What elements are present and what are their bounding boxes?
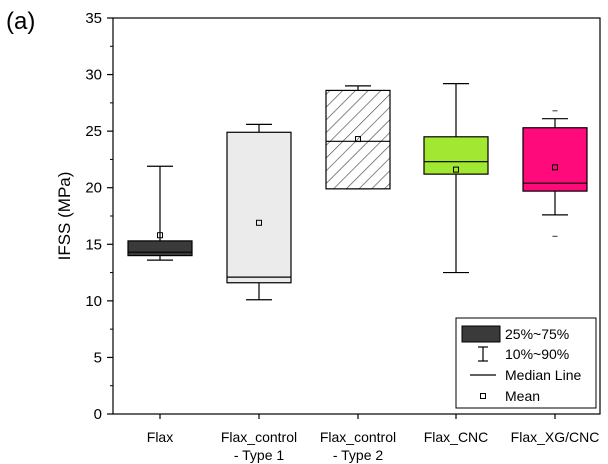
mean-marker	[552, 164, 558, 171]
y-tick-label: 10	[85, 293, 102, 310]
iqr-box	[325, 89, 391, 190]
mean-marker	[355, 136, 361, 143]
legend-box-symbol	[461, 325, 501, 343]
x-tick-label: Flax_control	[221, 429, 297, 445]
y-tick-label: 0	[94, 406, 102, 423]
iqr-box	[127, 240, 193, 257]
mean-marker	[453, 166, 459, 173]
x-tick-label: Flax_CNC	[424, 429, 489, 445]
legend-label: 10%~90%	[505, 346, 569, 362]
x-tick-label: Flax	[147, 429, 173, 445]
legend-mean-symbol	[480, 393, 486, 399]
x-tick-label-line2: - Type 1	[234, 447, 285, 463]
x-tick-label: Flax_control	[320, 429, 396, 445]
y-tick-label: 35	[85, 10, 102, 27]
panel-label: (a)	[6, 8, 36, 35]
y-tick-label: 20	[85, 180, 102, 197]
legend-label: 25%~75%	[505, 326, 569, 342]
mean-marker	[256, 219, 262, 226]
y-tick-label: 25	[85, 123, 102, 140]
y-axis-label: IFSS (MPa)	[55, 172, 74, 261]
legend-label: Mean	[505, 388, 540, 404]
iqr-box	[226, 131, 292, 284]
legend-label: Median Line	[505, 367, 581, 383]
x-tick-label-line2: - Type 2	[333, 447, 384, 463]
x-tick-label: Flax_XG/CNC	[511, 429, 600, 445]
mean-marker	[157, 232, 163, 239]
y-tick-label: 15	[85, 236, 102, 253]
iqr-box	[423, 136, 489, 175]
y-tick-label: 30	[85, 67, 102, 84]
iqr-box	[522, 127, 588, 192]
y-tick-label: 5	[94, 349, 102, 366]
